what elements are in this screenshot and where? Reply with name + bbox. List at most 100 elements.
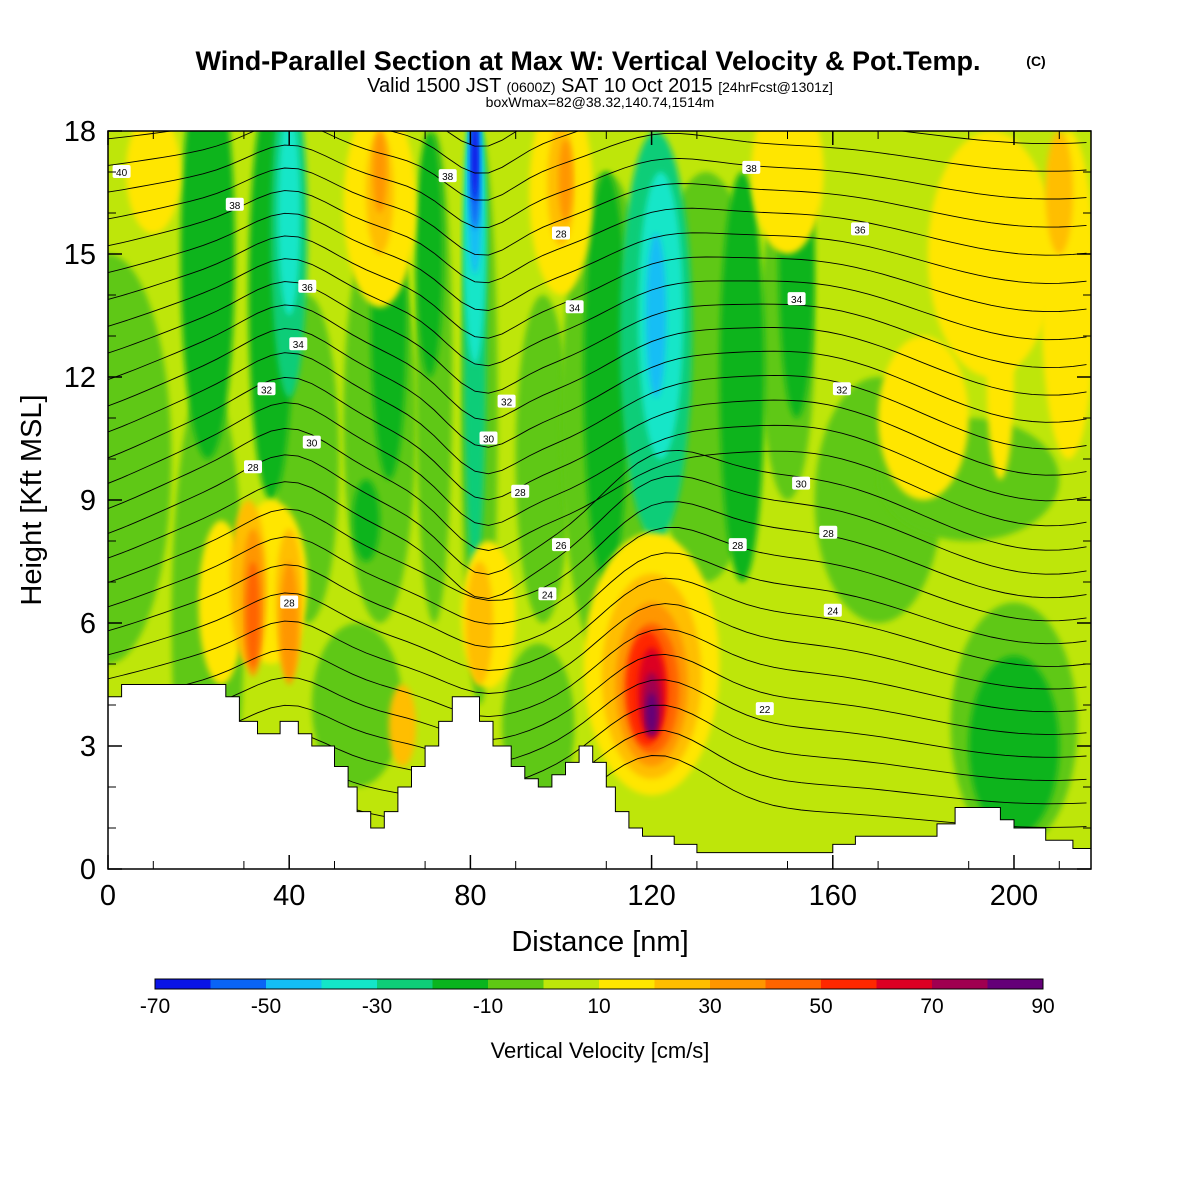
colorbar-tick-label: -30 — [362, 995, 392, 1018]
theta-contour — [108, 679, 1087, 764]
colorbar-swatch — [543, 979, 600, 989]
theta-contour — [108, 131, 1087, 174]
colorbar-swatch — [599, 979, 655, 989]
chart-title: Wind-Parallel Section at Max W: Vertical… — [196, 46, 981, 76]
theta-label: 38 — [438, 169, 457, 183]
theta-label-text: 34 — [791, 295, 803, 306]
theta-label-text: 32 — [836, 385, 848, 396]
theta-label: 36 — [298, 279, 317, 294]
theta-contour — [108, 212, 1087, 311]
colorbar-tick-label: 70 — [920, 995, 943, 1018]
x-tick-label: 80 — [454, 880, 486, 912]
w-region — [1045, 131, 1073, 254]
theta-contour — [108, 131, 1087, 201]
theta-label: 22 — [755, 702, 774, 716]
colorbar: -70 -50 -30 -10 10 30 50 70 90 — [140, 978, 1055, 1018]
colorbar-swatch — [987, 979, 1044, 989]
plot-area: 40 38 38 38 36 28 36 34 34 34 32 32 32 30 30 30 28 28 26 28… — [108, 131, 1091, 869]
colorbar-swatch — [488, 979, 544, 989]
y-tick-label: 3 — [80, 731, 96, 763]
subtitle-fcst: [24hrFcst@1301z] — [718, 79, 833, 95]
theta-contour — [108, 501, 1087, 601]
w-region — [126, 131, 181, 234]
subtitle-date: SAT 10 Oct 2015 — [561, 75, 713, 97]
colorbar-swatch — [932, 979, 988, 989]
w-region — [180, 131, 235, 459]
theta-contour — [108, 235, 1087, 339]
chart-title-tag: (C) — [1026, 53, 1045, 69]
x-tick-label: 160 — [809, 880, 857, 912]
w-region — [751, 131, 824, 254]
w-region — [986, 274, 1015, 480]
theta-label-text: 28 — [515, 488, 527, 499]
colorbar-swatch — [321, 979, 378, 989]
theta-contour — [108, 328, 1087, 448]
theta-label-text: 38 — [229, 201, 241, 212]
w-region — [416, 131, 444, 377]
w-region — [465, 561, 494, 685]
colorbar-tick-label: -10 — [473, 995, 503, 1018]
theta-label-text: 24 — [542, 590, 554, 601]
theta-label: 28 — [244, 460, 262, 474]
theta-label-text: 30 — [306, 439, 318, 450]
theta-label-text: 38 — [746, 164, 758, 175]
theta-contour — [108, 167, 1087, 256]
colorbar-swatch — [765, 979, 822, 989]
y-axis-label: Height [Kft MSL] — [16, 394, 48, 605]
theta-label-text: 28 — [555, 230, 567, 241]
theta-label-text: 32 — [501, 398, 513, 409]
w-region — [388, 684, 416, 767]
theta-contour — [108, 402, 1087, 526]
theta-label-text: 30 — [483, 435, 495, 446]
theta-label: 24 — [823, 603, 842, 618]
theta-label: 34 — [289, 337, 308, 351]
w-region — [373, 131, 387, 213]
colorbar-tick-label: 10 — [587, 995, 610, 1018]
subtitle-valid: Valid 1500 JST — [367, 75, 501, 97]
theta-contour — [108, 352, 1087, 475]
theta-label: 38 — [742, 160, 761, 175]
theta-label-text: 34 — [569, 303, 581, 314]
x-axis-label: Distance [nm] — [511, 926, 688, 958]
theta-label: 28 — [819, 525, 838, 540]
theta-label-text: 30 — [796, 480, 808, 491]
theta-label: 28 — [511, 484, 530, 499]
y-tick-label: 12 — [64, 362, 96, 394]
theta-label: 34 — [787, 292, 806, 306]
theta-label-text: 28 — [732, 541, 744, 552]
x-tick-label: 120 — [627, 880, 675, 912]
colorbar-swatch — [821, 979, 877, 989]
theta-label-text: 28 — [284, 599, 296, 610]
w-region — [646, 692, 657, 734]
theta-label-text: 24 — [827, 607, 839, 618]
colorbar-swatch — [210, 979, 267, 989]
theta-label-text: 32 — [261, 385, 273, 396]
theta-label-text: 36 — [302, 283, 314, 294]
theta-label-text: 28 — [823, 529, 835, 540]
colorbar-tick-label: 50 — [809, 995, 832, 1018]
colorbar-frame — [154, 978, 1044, 990]
colorbar-tick-label: 30 — [698, 995, 721, 1018]
theta-label-text: 36 — [854, 225, 866, 236]
y-tick-label: 9 — [80, 485, 96, 517]
colorbar-swatch — [876, 979, 933, 989]
theta-label: 32 — [497, 394, 516, 409]
theta-contour — [108, 281, 1087, 394]
theta-label: 28 — [552, 226, 570, 241]
w-region — [108, 254, 172, 664]
theta-label: 30 — [792, 476, 811, 491]
theta-label-text: 40 — [116, 168, 128, 179]
w-region — [277, 131, 301, 316]
theta-contour — [108, 603, 1087, 694]
w-region — [558, 139, 573, 222]
theta-contour — [108, 526, 1087, 625]
w-region — [927, 131, 1055, 377]
theta-contour — [108, 258, 1087, 367]
theta-contour — [108, 475, 1087, 600]
w-region — [471, 131, 479, 201]
terrain-mask — [108, 684, 1091, 869]
theta-contour — [108, 376, 1087, 501]
theta-label: 28 — [728, 538, 747, 552]
